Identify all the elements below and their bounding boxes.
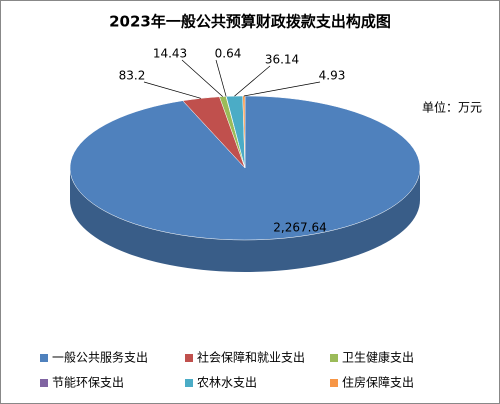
legend-label: 一般公共服务支出 bbox=[52, 350, 148, 365]
slice-side bbox=[70, 168, 420, 272]
chart-title: 2023年一般公共预算财政拨款支出构成图 bbox=[109, 13, 391, 31]
legend-swatch bbox=[40, 379, 48, 387]
legend-swatch bbox=[330, 354, 338, 362]
data-label: 0.64 bbox=[215, 47, 242, 61]
data-label: 14.43 bbox=[153, 47, 187, 61]
legend-label: 卫生健康支出 bbox=[342, 350, 414, 365]
unit-note: 单位：万元 bbox=[422, 100, 482, 115]
legend-swatch bbox=[330, 379, 338, 387]
legend-label: 农林水支出 bbox=[197, 376, 257, 390]
leader-line bbox=[234, 65, 271, 97]
data-label: 83.2 bbox=[119, 69, 146, 83]
data-label: 36.14 bbox=[265, 53, 299, 67]
legend-swatch bbox=[185, 379, 193, 387]
legend-swatch bbox=[40, 354, 48, 362]
leader-line bbox=[143, 81, 201, 99]
legend-label: 节能环保支出 bbox=[52, 376, 124, 390]
data-label: 4.93 bbox=[319, 69, 346, 83]
legend-label: 社会保障和就业支出 bbox=[197, 350, 305, 365]
data-label: 2,267.64 bbox=[273, 221, 326, 235]
leader-line bbox=[181, 59, 223, 97]
leader-line bbox=[215, 59, 227, 97]
leader-line bbox=[243, 81, 321, 97]
legend-swatch bbox=[185, 354, 193, 362]
legend-label: 住房保障支出 bbox=[342, 375, 414, 390]
